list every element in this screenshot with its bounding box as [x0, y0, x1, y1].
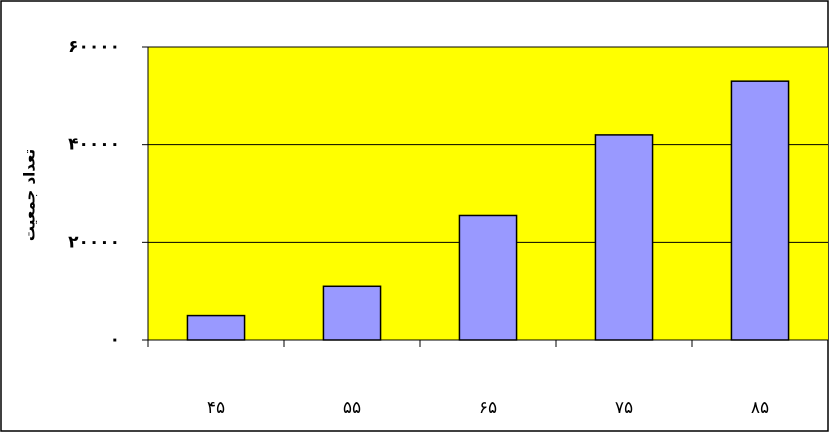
- x-tick-label: ۵۵: [343, 398, 361, 418]
- x-tick-label: ۴۵: [207, 398, 225, 418]
- bar: [322, 285, 382, 341]
- y-tick-label: ۴۰۰۰۰: [68, 135, 120, 155]
- x-tick-label: ۸۵: [751, 398, 769, 418]
- bar: [594, 134, 654, 341]
- y-tick-label: ۲۰۰۰۰: [68, 232, 120, 252]
- y-tick-label: ۶۰۰۰۰: [68, 37, 120, 57]
- bar: [186, 314, 246, 341]
- y-tick-label: ۰: [110, 330, 120, 350]
- bar: [458, 214, 518, 341]
- y-axis-title: تعداد جمعیت: [21, 149, 39, 241]
- bar: [730, 80, 790, 341]
- x-tick-label: ۶۵: [479, 398, 497, 418]
- x-tick-label: ۷۵: [615, 398, 633, 418]
